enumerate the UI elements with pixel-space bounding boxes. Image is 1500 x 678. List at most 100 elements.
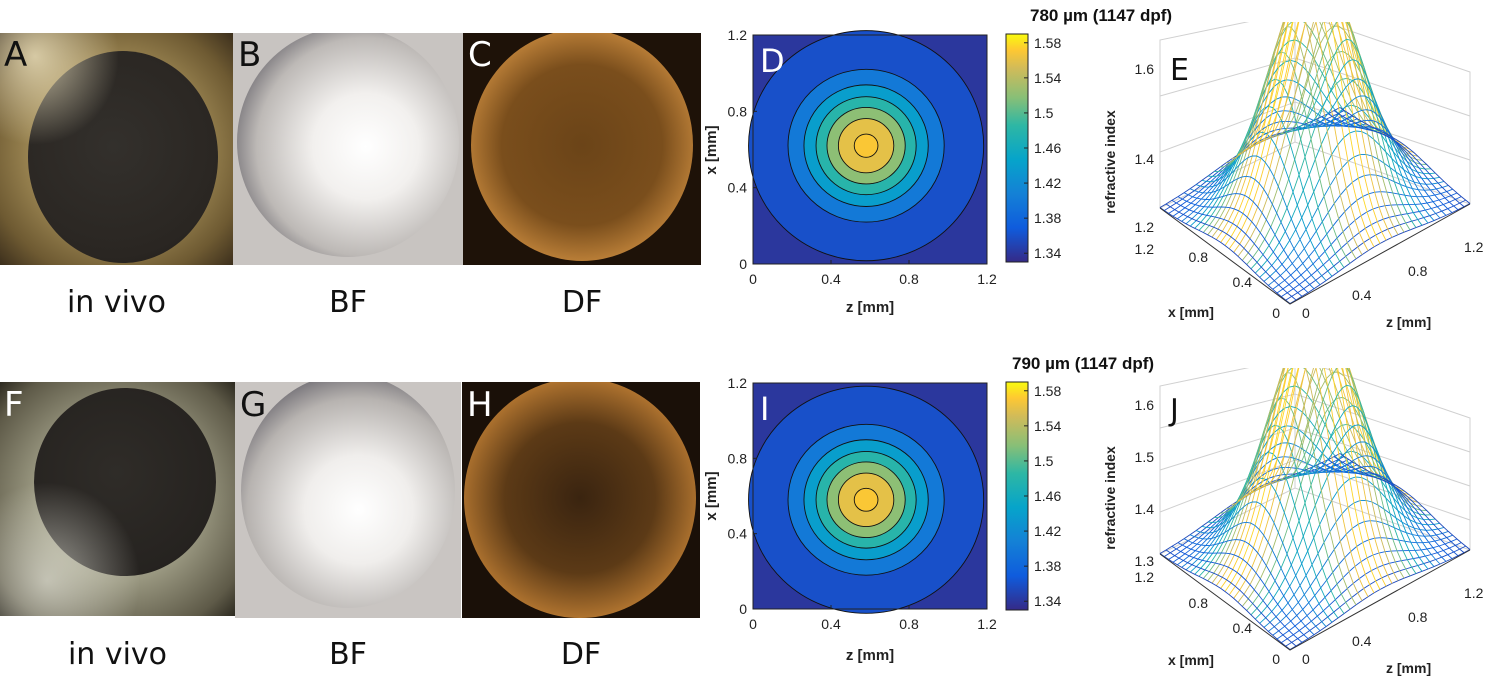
mesh-line <box>1165 549 1297 647</box>
mesh-line <box>1231 368 1363 601</box>
iris-highlight <box>0 382 235 616</box>
surface-x-tick-4: 0 <box>1272 305 1280 321</box>
panel-label-b: B <box>238 35 262 75</box>
contour-ylabel: x [mm] <box>703 471 720 520</box>
contour-xlabel: z [mm] <box>846 299 894 316</box>
colorbar-tick-label: 1.54 <box>1034 70 1061 86</box>
contour-xlabel: z [mm] <box>846 647 894 664</box>
panel-label-g: G <box>240 385 267 425</box>
surface-x-tick-4: 0 <box>1272 651 1280 667</box>
mesh-line <box>1168 112 1349 214</box>
photo-in-vivo-f <box>0 382 235 616</box>
colorbar-tick-label: 1.42 <box>1034 175 1061 191</box>
surface-value-tick-3: 1.2 <box>1135 241 1155 257</box>
contour-panel-letter: D <box>760 42 785 80</box>
mesh-line <box>1195 155 1327 281</box>
contour-level-1-58 <box>853 487 879 512</box>
surface-value-tick-4: 1.3 <box>1135 553 1155 569</box>
surface-ylabel: z [mm] <box>1386 660 1431 676</box>
caption-bf: BF <box>329 285 367 320</box>
colorbar-tick-label: 1.5 <box>1034 105 1054 121</box>
x-tick-label: 1.2 <box>977 271 997 287</box>
plot-title: 790 µm (1147 dpf) <box>1012 354 1155 373</box>
lens-bright-ring <box>464 382 696 618</box>
mesh-line <box>1273 22 1405 233</box>
mesh-line <box>1159 207 1291 304</box>
colorbar-ticks: 1.58 1.54 1.5 1.46 1.42 1.38 1.34 <box>1024 383 1061 609</box>
y-tick-label: 1.2 <box>728 27 748 43</box>
x-tick-label: 1.2 <box>977 616 997 632</box>
mesh-line <box>1183 538 1315 636</box>
mesh-line <box>1177 542 1309 639</box>
colorbar-tick-label: 1.42 <box>1034 523 1061 539</box>
surface-z-tick-2: 0.4 <box>1352 633 1372 649</box>
surface-x-tick-1: 1.2 <box>1135 569 1155 585</box>
caption-df: DF <box>560 637 602 672</box>
mesh-line <box>1285 545 1466 647</box>
contour-panel-letter: I <box>760 390 769 428</box>
mesh-line <box>1243 22 1375 248</box>
surface-x-tick-1: 1.2 <box>1135 219 1155 235</box>
surface-xlabel: x [mm] <box>1168 304 1214 320</box>
colorbar-ticks: 1.58 1.54 1.5 1.46 1.42 1.38 1.34 <box>1024 35 1061 261</box>
mesh-line <box>1261 368 1393 584</box>
surface-value-tick-1: 1.6 <box>1135 397 1155 413</box>
surface-x-tick-3: 0.4 <box>1233 274 1253 290</box>
surface-plot-e: E 1.6 1.4 1.2 refractive index 1.2 0.8 0… <box>1102 22 1484 330</box>
mesh-line <box>1243 368 1375 594</box>
mesh-line <box>1189 175 1321 286</box>
colorbar-tick-label: 1.54 <box>1034 418 1061 434</box>
colorbar-tick-label: 1.34 <box>1034 593 1061 609</box>
mesh-line <box>1171 199 1303 297</box>
contour-ticks: 0 0.4 0.8 1.2 0 0.4 0.8 1.2 <box>728 27 997 287</box>
mesh-line <box>1207 105 1339 273</box>
mesh-line <box>1159 553 1291 650</box>
mesh-line <box>1279 368 1411 577</box>
y-tick-label: 0 <box>739 601 747 617</box>
mesh-line <box>1261 22 1393 238</box>
contour-ylabel: x [mm] <box>703 125 720 174</box>
mesh-line <box>1303 441 1435 567</box>
panel-label-a: A <box>4 35 28 75</box>
mesh-line <box>1189 521 1321 632</box>
y-tick-label: 0 <box>739 256 747 272</box>
mesh-line <box>1219 51 1351 264</box>
mesh-line <box>1285 199 1466 301</box>
surface-panel-letter: J <box>1168 393 1179 428</box>
colorbar-tick-label: 1.58 <box>1034 383 1061 399</box>
mesh-line <box>1297 78 1429 224</box>
mesh-line <box>1339 107 1471 204</box>
surface-xlabel: x [mm] <box>1168 652 1214 668</box>
mesh-line <box>1267 22 1399 235</box>
mesh-line <box>1333 456 1465 553</box>
surface-z-tick-2: 0.4 <box>1352 287 1372 303</box>
panel-label-f: F <box>4 385 24 425</box>
photo-bf-g <box>235 382 461 618</box>
mesh-line <box>1333 110 1465 207</box>
caption-bf: BF <box>329 637 367 672</box>
colorbar-tick-label: 1.38 <box>1034 558 1061 574</box>
caption-df: DF <box>561 285 603 320</box>
photo-bf-b <box>233 33 463 265</box>
surface-x-tick-3: 0.4 <box>1233 620 1253 636</box>
surface-panel-letter: E <box>1170 53 1189 88</box>
colorbar-tick-label: 1.38 <box>1034 210 1061 226</box>
surface-zlabel: refractive index <box>1102 446 1118 550</box>
plot-title: 780 µm (1147 dpf) <box>1030 6 1173 25</box>
mesh-line <box>1279 22 1411 231</box>
lens-bright-ring <box>471 33 693 261</box>
x-tick-label: 0.8 <box>899 271 919 287</box>
surface-mesh <box>1159 22 1471 304</box>
mesh-line <box>1286 38 1417 228</box>
photo-df-c <box>463 33 701 265</box>
mesh-line <box>1201 131 1333 277</box>
mesh-line <box>1291 59 1423 226</box>
mesh-line <box>1249 368 1381 590</box>
surface-value-tick-1: 1.6 <box>1135 61 1155 77</box>
photo-df-h <box>462 382 700 618</box>
y-tick-label: 0.4 <box>728 526 748 542</box>
mesh-line <box>1303 95 1435 221</box>
surface-z-tick-4: 1.2 <box>1464 585 1484 601</box>
y-tick-label: 0.4 <box>728 180 748 196</box>
mesh-line <box>1291 405 1423 572</box>
